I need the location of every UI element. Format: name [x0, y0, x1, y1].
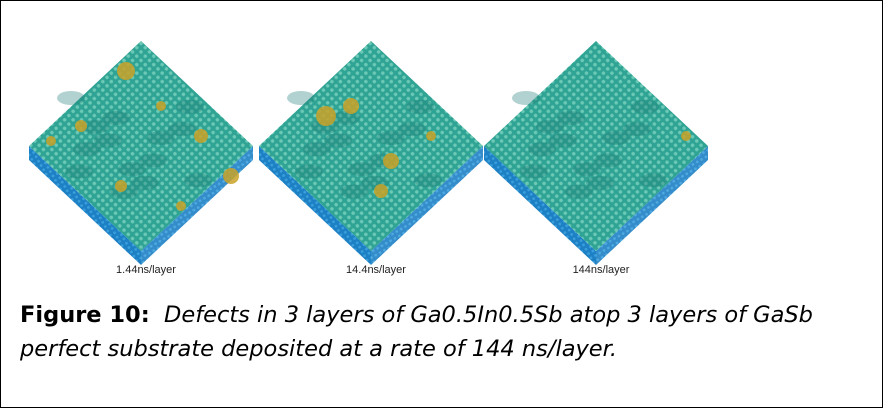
surface-shade	[295, 165, 323, 179]
surface	[29, 41, 253, 251]
panel-label: 1.44ns/layer	[116, 264, 176, 276]
surface	[484, 41, 708, 251]
panel-label: 144ns/layer	[573, 264, 630, 276]
surface-shade	[536, 120, 564, 134]
surface-shade	[520, 165, 548, 179]
defect-cluster	[117, 62, 135, 80]
surface-shade	[573, 162, 601, 176]
surface-shade	[147, 131, 175, 145]
simulation-panel	[29, 41, 253, 265]
surface-shade	[377, 131, 405, 145]
surface-shade	[414, 173, 442, 187]
figure-caption: Figure 10: Defects in 3 layers of Ga0.5I…	[20, 298, 840, 366]
defect-cluster	[374, 184, 388, 198]
figure-frame: 1.44ns/layer 14.4ns/layer 144ns/layer Figu…	[0, 0, 883, 408]
defect-cluster	[75, 120, 87, 132]
defect-cluster	[681, 131, 691, 141]
defect-cluster	[176, 201, 186, 211]
surface-shade	[602, 131, 630, 145]
surface-shade	[565, 185, 593, 199]
surface-shade	[340, 185, 368, 199]
surface-shade	[512, 91, 540, 105]
defect-cluster	[156, 101, 166, 111]
surface-shade	[176, 100, 204, 114]
defect-cluster	[316, 106, 336, 126]
surface-shade	[118, 162, 146, 176]
surface-shade	[73, 142, 101, 156]
defect-cluster	[46, 136, 56, 146]
defect-cluster	[223, 168, 239, 184]
surface-shade	[57, 91, 85, 105]
figure-image: 1.44ns/layer 14.4ns/layer 144ns/layer	[1, 1, 882, 291]
defect-cluster	[343, 98, 359, 114]
surface-shade	[287, 91, 315, 105]
surface-shade	[184, 173, 212, 187]
surface-shade	[65, 165, 93, 179]
simulation-panel	[484, 41, 708, 265]
defect-cluster	[194, 129, 208, 143]
defect-cluster	[426, 131, 436, 141]
surface-shade	[348, 162, 376, 176]
caption-label: Figure 10:	[20, 302, 150, 328]
surface	[259, 41, 483, 251]
simulation-panel	[259, 41, 483, 265]
surface-shade	[528, 142, 556, 156]
defect-cluster	[383, 153, 399, 169]
defect-cluster	[115, 180, 127, 192]
panel-label: 14.4ns/layer	[346, 264, 406, 276]
surface-shade	[631, 100, 659, 114]
surface-shade	[303, 142, 331, 156]
surface-shade	[406, 100, 434, 114]
surface-shade	[639, 173, 667, 187]
